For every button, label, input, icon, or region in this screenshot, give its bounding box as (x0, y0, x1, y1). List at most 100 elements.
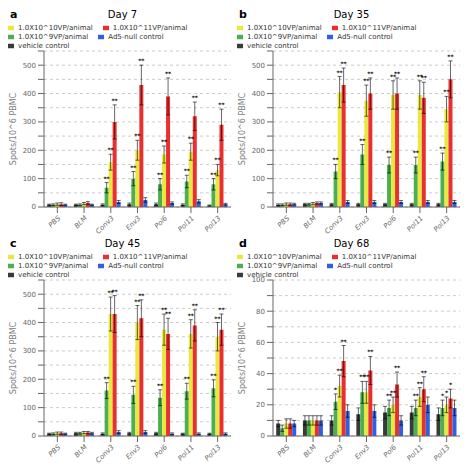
svg-text:0: 0 (261, 203, 265, 211)
svg-text:Pol13: Pol13 (203, 443, 222, 462)
svg-text:**: ** (413, 392, 420, 399)
svg-text:Pol13: Pol13 (203, 214, 222, 233)
svg-text:400: 400 (252, 90, 265, 98)
svg-text:**: ** (447, 53, 454, 60)
svg-text:**: ** (394, 70, 401, 77)
svg-text:0: 0 (32, 432, 36, 440)
svg-text:100: 100 (252, 175, 265, 183)
svg-text:PBS: PBS (276, 214, 292, 230)
svg-text:**: ** (367, 348, 374, 355)
svg-text:**: ** (192, 302, 199, 309)
svg-text:Pol6: Pol6 (382, 443, 399, 460)
svg-text:**: ** (332, 156, 339, 163)
svg-text:**: ** (214, 315, 221, 322)
svg-text:**: ** (134, 132, 141, 139)
svg-text:**: ** (359, 137, 366, 144)
svg-text:300: 300 (23, 347, 36, 355)
svg-text:Spots/10^6 PBMC: Spots/10^6 PBMC (238, 92, 247, 165)
svg-text:Spots/10^6 PBMC: Spots/10^6 PBMC (238, 321, 247, 394)
svg-text:**: ** (210, 372, 217, 379)
svg-text:**: ** (188, 312, 195, 319)
svg-text:PBS: PBS (47, 443, 63, 459)
svg-text:Env3: Env3 (124, 443, 142, 461)
svg-text:500: 500 (23, 62, 36, 70)
svg-text:Pol6: Pol6 (382, 214, 399, 231)
svg-text:**: ** (138, 57, 145, 64)
svg-text:**: ** (218, 306, 225, 313)
svg-text:**: ** (439, 145, 446, 152)
svg-text:**: ** (161, 138, 168, 145)
svg-text:**: ** (336, 69, 343, 76)
svg-text:**: ** (386, 149, 393, 156)
svg-text:Pol11: Pol11 (177, 214, 196, 233)
svg-text:**: ** (157, 382, 164, 389)
svg-text:PBS: PBS (47, 214, 63, 230)
svg-text:Pol11: Pol11 (406, 214, 425, 233)
svg-text:Pol11: Pol11 (406, 443, 425, 462)
svg-text:**: ** (111, 288, 118, 295)
svg-text:400: 400 (23, 319, 36, 327)
svg-text:**: ** (165, 70, 172, 77)
svg-text:Conv3: Conv3 (323, 443, 344, 464)
svg-text:**: ** (130, 164, 137, 171)
svg-text:**: ** (394, 364, 401, 371)
svg-text:500: 500 (252, 62, 265, 70)
svg-text:Pol11: Pol11 (177, 443, 196, 462)
svg-text:**: ** (165, 310, 172, 317)
svg-text:100: 100 (252, 276, 265, 284)
svg-text:**: ** (421, 74, 428, 81)
svg-text:Pol6: Pol6 (153, 214, 170, 231)
svg-text:Env3: Env3 (353, 214, 371, 232)
svg-text:**: ** (138, 292, 145, 299)
svg-text:**: ** (184, 167, 191, 174)
svg-text:Spots/10^6 PBMC: Spots/10^6 PBMC (9, 92, 18, 165)
svg-text:**: ** (192, 94, 199, 101)
svg-text:Env3: Env3 (124, 214, 142, 232)
svg-text:**: ** (103, 175, 110, 182)
svg-text:40: 40 (256, 370, 265, 378)
svg-text:**: ** (214, 156, 221, 163)
svg-text:**: ** (218, 101, 225, 108)
svg-text:100: 100 (23, 175, 36, 183)
svg-text:Pol13: Pol13 (432, 214, 451, 233)
svg-text:**: ** (107, 146, 114, 153)
svg-text:500: 500 (23, 291, 36, 299)
svg-text:**: ** (340, 338, 347, 345)
svg-text:BLM: BLM (73, 443, 89, 459)
svg-text:**: ** (363, 77, 370, 84)
svg-text:**: ** (363, 373, 370, 380)
svg-text:*: * (449, 381, 453, 388)
svg-text:Conv3: Conv3 (94, 214, 115, 235)
svg-text:Pol6: Pol6 (153, 443, 170, 460)
svg-text:100: 100 (23, 404, 36, 412)
svg-text:**: ** (443, 88, 450, 95)
svg-text:200: 200 (252, 147, 265, 155)
svg-text:0: 0 (261, 432, 265, 440)
svg-text:**: ** (413, 149, 420, 156)
svg-text:Conv3: Conv3 (94, 443, 115, 464)
svg-text:**: ** (210, 171, 217, 178)
svg-text:**: ** (336, 367, 343, 374)
svg-text:**: ** (417, 380, 424, 387)
svg-text:**: ** (421, 369, 428, 376)
svg-text:*: * (334, 386, 338, 393)
svg-text:**: ** (157, 171, 164, 178)
svg-text:**: ** (130, 378, 137, 385)
svg-text:300: 300 (252, 118, 265, 126)
svg-text:**: ** (103, 375, 110, 382)
svg-text:Conv3: Conv3 (323, 214, 344, 235)
svg-text:Pol13: Pol13 (432, 443, 451, 462)
svg-text:BLM: BLM (302, 443, 318, 459)
svg-text:BLM: BLM (73, 214, 89, 230)
svg-text:80: 80 (256, 308, 265, 316)
svg-text:*: * (445, 389, 449, 396)
svg-text:**: ** (188, 135, 195, 142)
svg-text:300: 300 (23, 118, 36, 126)
svg-text:400: 400 (23, 90, 36, 98)
svg-text:PBS: PBS (276, 443, 292, 459)
svg-text:**: ** (111, 97, 118, 104)
svg-text:20: 20 (256, 401, 265, 409)
svg-text:**: ** (367, 70, 374, 77)
svg-text:BLM: BLM (302, 214, 318, 230)
svg-text:200: 200 (23, 147, 36, 155)
